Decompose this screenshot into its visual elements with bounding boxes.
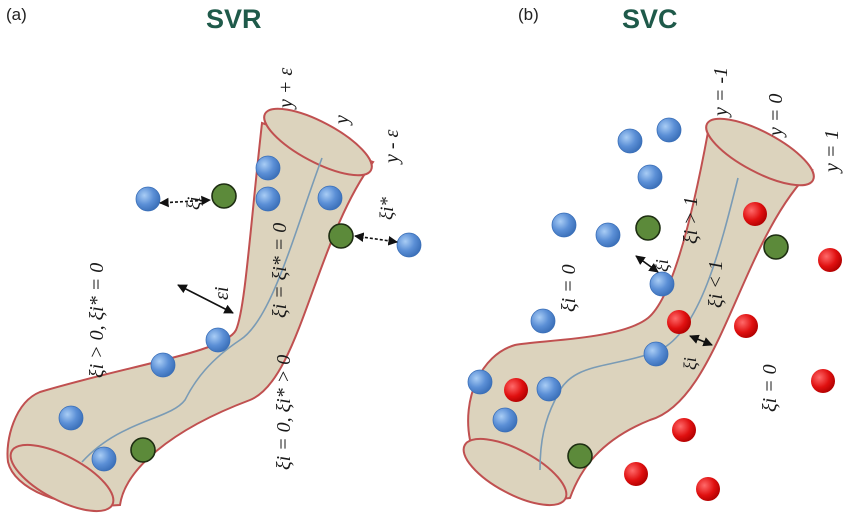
svc-tube-bottom-end xyxy=(462,437,568,507)
svc-blue-point xyxy=(530,308,556,334)
svr-blue-point xyxy=(205,327,231,353)
svc-title: SVC xyxy=(622,4,678,34)
svr-xi-star-label: ξi* xyxy=(377,197,398,220)
svc-green-point xyxy=(635,215,661,241)
svc-xi-arrow-label: ξi xyxy=(652,259,672,272)
svr-title: SVR xyxy=(206,4,262,34)
svc-blue-point xyxy=(551,212,577,238)
svc-red-point xyxy=(696,477,720,501)
svc-xi-arrow xyxy=(635,255,659,273)
svr-tube xyxy=(6,121,375,507)
svr-blue-point xyxy=(91,446,117,472)
svr-center-equation: ξi = ξi* = 0 xyxy=(269,223,291,318)
svr-tube-top-end xyxy=(263,107,373,177)
svc-tube xyxy=(467,130,814,501)
svc-red-point xyxy=(672,418,696,442)
svr-blue-point xyxy=(255,186,281,212)
svc-red-point xyxy=(624,462,648,486)
svr-center-line xyxy=(81,157,323,463)
svc-lt-equation: ξi < 1 xyxy=(705,260,727,308)
svc-xi-arrow-label: ξi xyxy=(680,357,700,370)
svr-epsilon-arrow xyxy=(177,284,234,314)
svr-xi-star-arrow xyxy=(354,232,398,246)
svc-red-point xyxy=(811,369,835,393)
svc-red-point xyxy=(743,202,767,226)
svc-blue-point xyxy=(536,376,562,402)
svr-blue-point xyxy=(396,232,422,258)
svc-red-point xyxy=(818,248,842,272)
svc-blue-point xyxy=(467,369,493,395)
svc-blue-point xyxy=(643,341,669,367)
svr-panel: (a) SVR y + ε y y - ε ξi ξi* εi ξi = ξi*… xyxy=(6,4,422,513)
svc-red-point xyxy=(734,314,758,338)
svr-green-point xyxy=(328,223,354,249)
svc-line-center-label: y = 0 xyxy=(765,94,787,138)
svc-red-point xyxy=(504,378,528,402)
svc-line-upper-label: y = -1 xyxy=(710,67,732,118)
svc-right-equation: ξi = 0 xyxy=(759,364,781,412)
svr-blue-point xyxy=(255,155,281,181)
svr-line-upper-label: y + ε xyxy=(275,68,297,110)
svr-line-lower-label: y - ε xyxy=(381,129,403,165)
svc-blue-point xyxy=(656,117,682,143)
svr-blue-point xyxy=(135,186,161,212)
svc-green-point xyxy=(763,234,789,260)
svc-line-lower-label: y = 1 xyxy=(821,130,843,174)
svc-red-point xyxy=(667,310,691,334)
svc-blue-point xyxy=(637,164,663,190)
svr-left-equation: ξi > 0, ξi* = 0 xyxy=(86,263,108,378)
svc-tube-top-end xyxy=(705,117,815,187)
svr-epsilon-label: εi xyxy=(211,287,233,300)
svc-blue-point xyxy=(595,222,621,248)
svr-tube-bottom-end xyxy=(9,443,115,513)
svc-green-point xyxy=(567,443,593,469)
svc-gt-equation: ξi > 1 xyxy=(680,196,702,244)
svr-green-point xyxy=(211,183,237,209)
svc-blue-point xyxy=(492,407,518,433)
svr-blue-point xyxy=(58,405,84,431)
svc-center-line xyxy=(539,177,739,471)
svr-panel-label: (a) xyxy=(6,5,27,24)
svc-xi-arrow xyxy=(689,334,713,347)
svr-line-center-label: y xyxy=(331,115,353,126)
svr-right-equation: ξi = 0, ξi* > 0 xyxy=(273,355,295,470)
svr-blue-point xyxy=(150,352,176,378)
svc-panel-label: (b) xyxy=(518,5,539,24)
svc-left-equation: ξi = 0 xyxy=(558,264,580,312)
svr-xi-arrow xyxy=(159,195,211,208)
svr-xi-label: ξi xyxy=(184,197,205,210)
svc-blue-point xyxy=(649,271,675,297)
svr-blue-point xyxy=(317,185,343,211)
svc-blue-point xyxy=(617,128,643,154)
svr-green-point xyxy=(130,437,156,463)
svc-panel: (b) SVC xyxy=(462,4,843,507)
